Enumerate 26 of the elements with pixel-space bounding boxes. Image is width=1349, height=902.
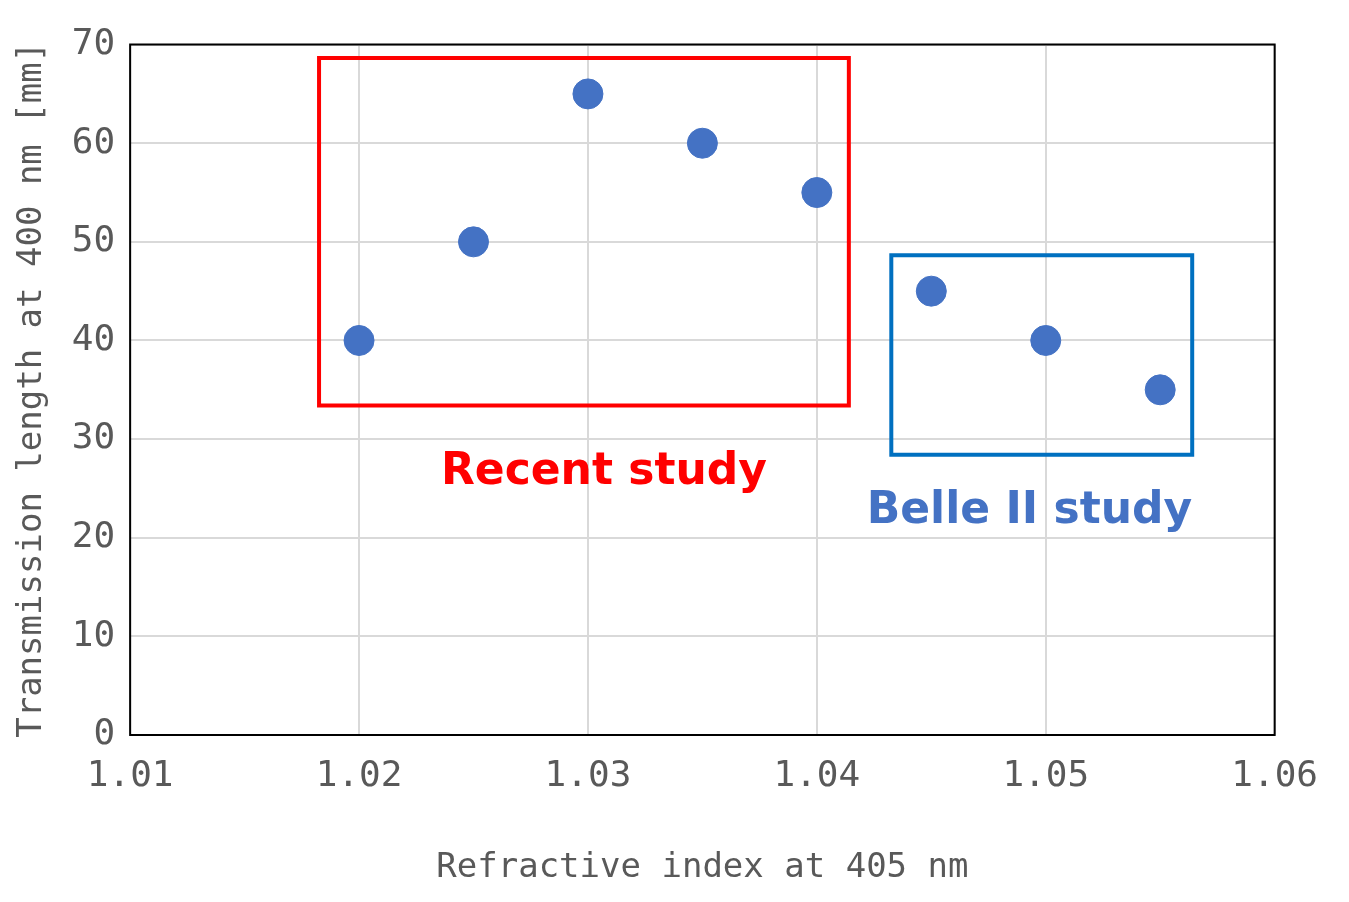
- y-tick-label: 30: [71, 415, 116, 457]
- x-tick-label: 1.06: [1231, 752, 1318, 794]
- x-axis-title: Refractive index at 405 nm: [436, 845, 969, 886]
- point: [458, 226, 489, 258]
- x-tick-label: 1.04: [773, 752, 861, 794]
- point: [572, 78, 604, 110]
- y-tick-label: 20: [71, 514, 116, 556]
- x-tick-label: 1.01: [86, 752, 174, 794]
- y-tick-label: 0: [93, 711, 116, 753]
- point: [1144, 374, 1176, 406]
- point: [801, 177, 833, 209]
- y-tick-label: 70: [71, 20, 116, 62]
- text: Recent study: [440, 442, 767, 494]
- y-tick-label: 60: [71, 119, 116, 161]
- point: [686, 127, 718, 159]
- x-tick-label: 1.03: [544, 752, 632, 794]
- x-tick-label: 1.05: [1002, 752, 1090, 794]
- point: [1030, 324, 1062, 356]
- series-label: Belle II study: [866, 482, 1193, 534]
- y-tick-label: 40: [71, 316, 116, 358]
- point: [915, 275, 947, 307]
- y-tick-label: 10: [71, 612, 116, 654]
- y-tick-label: 50: [71, 218, 116, 260]
- x-tick-label: 1.02: [315, 752, 403, 794]
- y-axis-title: Transmission length at 400 nm [mm]: [9, 41, 50, 738]
- point: [343, 324, 375, 356]
